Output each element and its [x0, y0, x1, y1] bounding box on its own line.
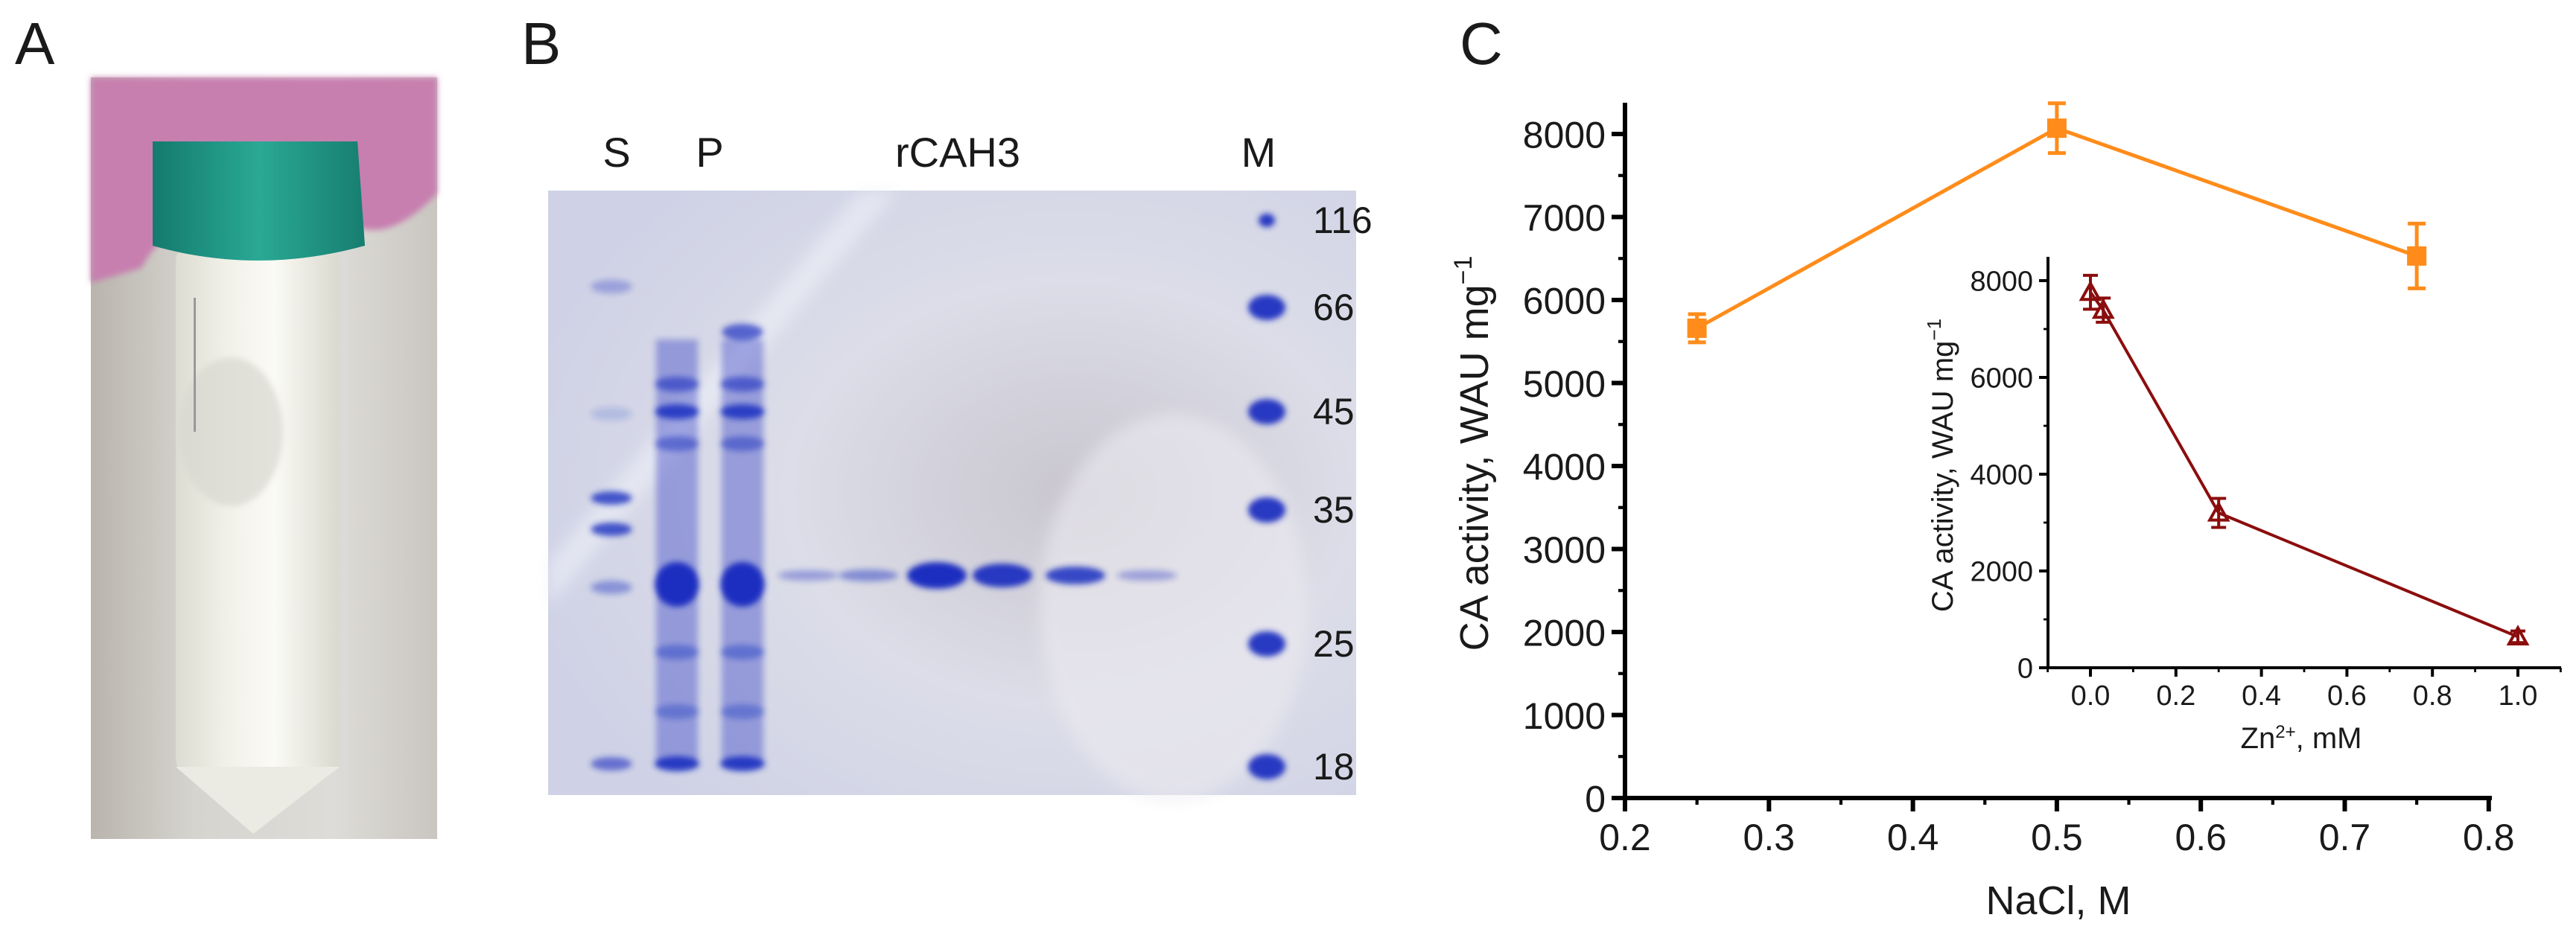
x-tick-label: 0.7 [2319, 817, 2371, 858]
lane-label-s: S [602, 129, 630, 176]
main-x-axis-label: NaCl, M [1985, 878, 2131, 923]
main-y-axis-label: CA activity, WAU mg−1 [1449, 256, 1497, 651]
x-tick-label: 1.0 [2499, 680, 2538, 712]
band-p [655, 756, 699, 771]
band-p [720, 436, 765, 451]
band-rcah3 [1117, 570, 1177, 581]
band-p [655, 436, 699, 451]
band-rcah3 [778, 570, 838, 581]
band-marker [1248, 399, 1285, 424]
y-tick-label: 6000 [1523, 281, 1606, 322]
x-tick-label: 0.0 [2071, 680, 2111, 712]
marker-label: 66 [1313, 287, 1355, 328]
x-tick-label: 0.3 [1743, 817, 1796, 858]
band-p [655, 377, 699, 392]
band-p [720, 645, 765, 660]
y-tick-label: 1000 [1523, 695, 1606, 737]
data-point [2079, 280, 2102, 301]
band-p [720, 756, 765, 771]
band-marker [1248, 754, 1285, 779]
y-tick-label: 2000 [1523, 613, 1606, 654]
band-p [655, 404, 699, 419]
y-tick-label: 8000 [1970, 267, 2033, 298]
data-point [2091, 298, 2115, 319]
band-p [655, 562, 699, 607]
data-point [1687, 318, 1707, 338]
band-s [591, 757, 632, 770]
y-tick-label: 8000 [1523, 115, 1606, 156]
x-tick-label: 0.6 [2327, 680, 2367, 712]
band-marker [1248, 497, 1285, 523]
marker-label: 116 [1313, 200, 1373, 241]
band-s [591, 581, 632, 594]
y-tick-label: 5000 [1523, 363, 1606, 405]
inset-x-axis-label: Zn2+, mM [2241, 722, 2362, 755]
x-tick-label: 0.2 [1599, 817, 1651, 858]
band-rcah3 [1046, 567, 1105, 584]
y-tick-label: 4000 [1523, 447, 1606, 488]
band-p [720, 404, 765, 419]
x-tick-label: 0.5 [2031, 817, 2083, 858]
band-rcah3 [907, 562, 967, 589]
x-tick-label: 0.4 [1887, 817, 1939, 858]
x-tick-label: 0.4 [2242, 680, 2281, 712]
band-s [591, 280, 632, 293]
data-point [2047, 118, 2067, 138]
marker-label: 25 [1313, 623, 1355, 665]
band-p [722, 324, 763, 340]
series-line [1696, 126, 2417, 331]
x-tick-label: 0.2 [2156, 680, 2195, 712]
sds-page-gel [548, 191, 1356, 801]
data-point [2207, 500, 2230, 522]
y-tick-label: 4000 [1970, 460, 2033, 491]
y-tick-label: 0 [2017, 654, 2033, 685]
band-rcah3 [839, 569, 898, 581]
panel-c-label: C [1460, 10, 1503, 77]
y-tick-label: 7000 [1523, 197, 1606, 239]
marker-label: 35 [1313, 489, 1355, 531]
panel-a-label: A [15, 10, 55, 77]
band-rcah3 [973, 564, 1032, 587]
lane-smear [722, 339, 763, 764]
data-point [2407, 246, 2427, 266]
band-s [591, 491, 632, 505]
marker-label: 45 [1313, 391, 1355, 433]
lane-label-rcah3: rCAH3 [895, 129, 1020, 176]
inset-chart: 0.0 0.2 0.4 0.6 0.8 1.0 0 2000 4000 6000 8000 [1970, 257, 2562, 712]
y-tick-label: 0 [1585, 779, 1606, 820]
x-tick-label: 0.8 [2413, 680, 2452, 712]
band-marker [1259, 214, 1275, 227]
tube-photo [91, 77, 437, 839]
band-s [591, 523, 632, 536]
inset-y-axis-label: CA activity, WAU mg−1 [1923, 319, 1959, 612]
data-point [2506, 625, 2530, 645]
y-tick-label: 3000 [1523, 529, 1606, 571]
marker-label: 18 [1313, 746, 1355, 788]
band-marker [1248, 631, 1285, 657]
lane-smear [656, 339, 698, 764]
main-chart: 0.2 0.3 0.4 0.5 0.6 0.7 0.8 0 1000 2000 3000 4000 50… [1523, 101, 2515, 858]
series-line [2089, 291, 2519, 639]
band-p [720, 377, 765, 392]
band-p [655, 704, 699, 719]
band-p [655, 645, 699, 660]
lane-label-p: P [696, 129, 723, 176]
band-p [720, 562, 765, 607]
panel-b-label: B [521, 10, 561, 77]
x-tick-label: 0.8 [2463, 817, 2515, 858]
x-tick-label: 0.6 [2175, 817, 2227, 858]
band-p [720, 704, 765, 719]
y-tick-label: 6000 [1970, 363, 2033, 395]
lane-label-m: M [1241, 129, 1276, 176]
band-marker [1248, 295, 1285, 320]
cap [153, 141, 365, 261]
y-tick-label: 2000 [1970, 557, 2033, 588]
band-s [591, 407, 632, 421]
